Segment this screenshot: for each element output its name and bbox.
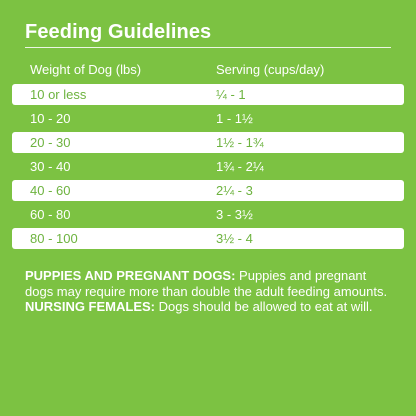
- puppies-label: PUPPIES AND PREGNANT DOGS:: [25, 268, 236, 283]
- table-row: 40 - 60 2¼ - 3: [12, 180, 404, 201]
- column-header-serving: Serving (cups/day): [216, 62, 325, 77]
- table-row: 10 or less ¼ - 1: [12, 84, 404, 105]
- serving-cell: 1 - 1½: [216, 111, 253, 126]
- table-row: 80 - 100 3½ - 4: [12, 228, 404, 249]
- column-header-weight: Weight of Dog (lbs): [30, 62, 142, 77]
- weight-cell: 10 or less: [30, 87, 87, 102]
- page-title: Feeding Guidelines: [25, 21, 212, 43]
- nursing-label: NURSING FEMALES:: [25, 299, 155, 314]
- serving-cell: 2¼ - 3: [216, 183, 253, 198]
- serving-cell: ¼ - 1: [216, 87, 246, 102]
- table-row: 60 - 80 3 - 3½: [12, 204, 404, 225]
- weight-cell: 40 - 60: [30, 183, 71, 198]
- serving-cell: 3 - 3½: [216, 207, 253, 222]
- weight-cell: 20 - 30: [30, 135, 71, 150]
- weight-cell: 30 - 40: [30, 159, 71, 174]
- serving-cell: 1½ - 1¾: [216, 135, 264, 150]
- table-row: 10 - 20 1 - 1½: [12, 108, 404, 129]
- table-row: 30 - 40 1¾ - 2¼: [12, 156, 404, 177]
- table-row: 20 - 30 1½ - 1¾: [12, 132, 404, 153]
- serving-cell: 3½ - 4: [216, 231, 253, 246]
- feeding-note: PUPPIES AND PREGNANT DOGS: Puppies and p…: [25, 268, 395, 315]
- feeding-table: 10 or less ¼ - 1 10 - 20 1 - 1½ 20 - 30 …: [12, 84, 404, 252]
- nursing-text: Dogs should be allowed to eat at will.: [155, 299, 373, 314]
- puppies-text: Puppies and pregnant dogs may require mo…: [25, 268, 388, 299]
- weight-cell: 10 - 20: [30, 111, 71, 126]
- weight-cell: 80 - 100: [30, 231, 78, 246]
- weight-cell: 60 - 80: [30, 207, 71, 222]
- title-divider: [25, 47, 391, 48]
- serving-cell: 1¾ - 2¼: [216, 159, 264, 174]
